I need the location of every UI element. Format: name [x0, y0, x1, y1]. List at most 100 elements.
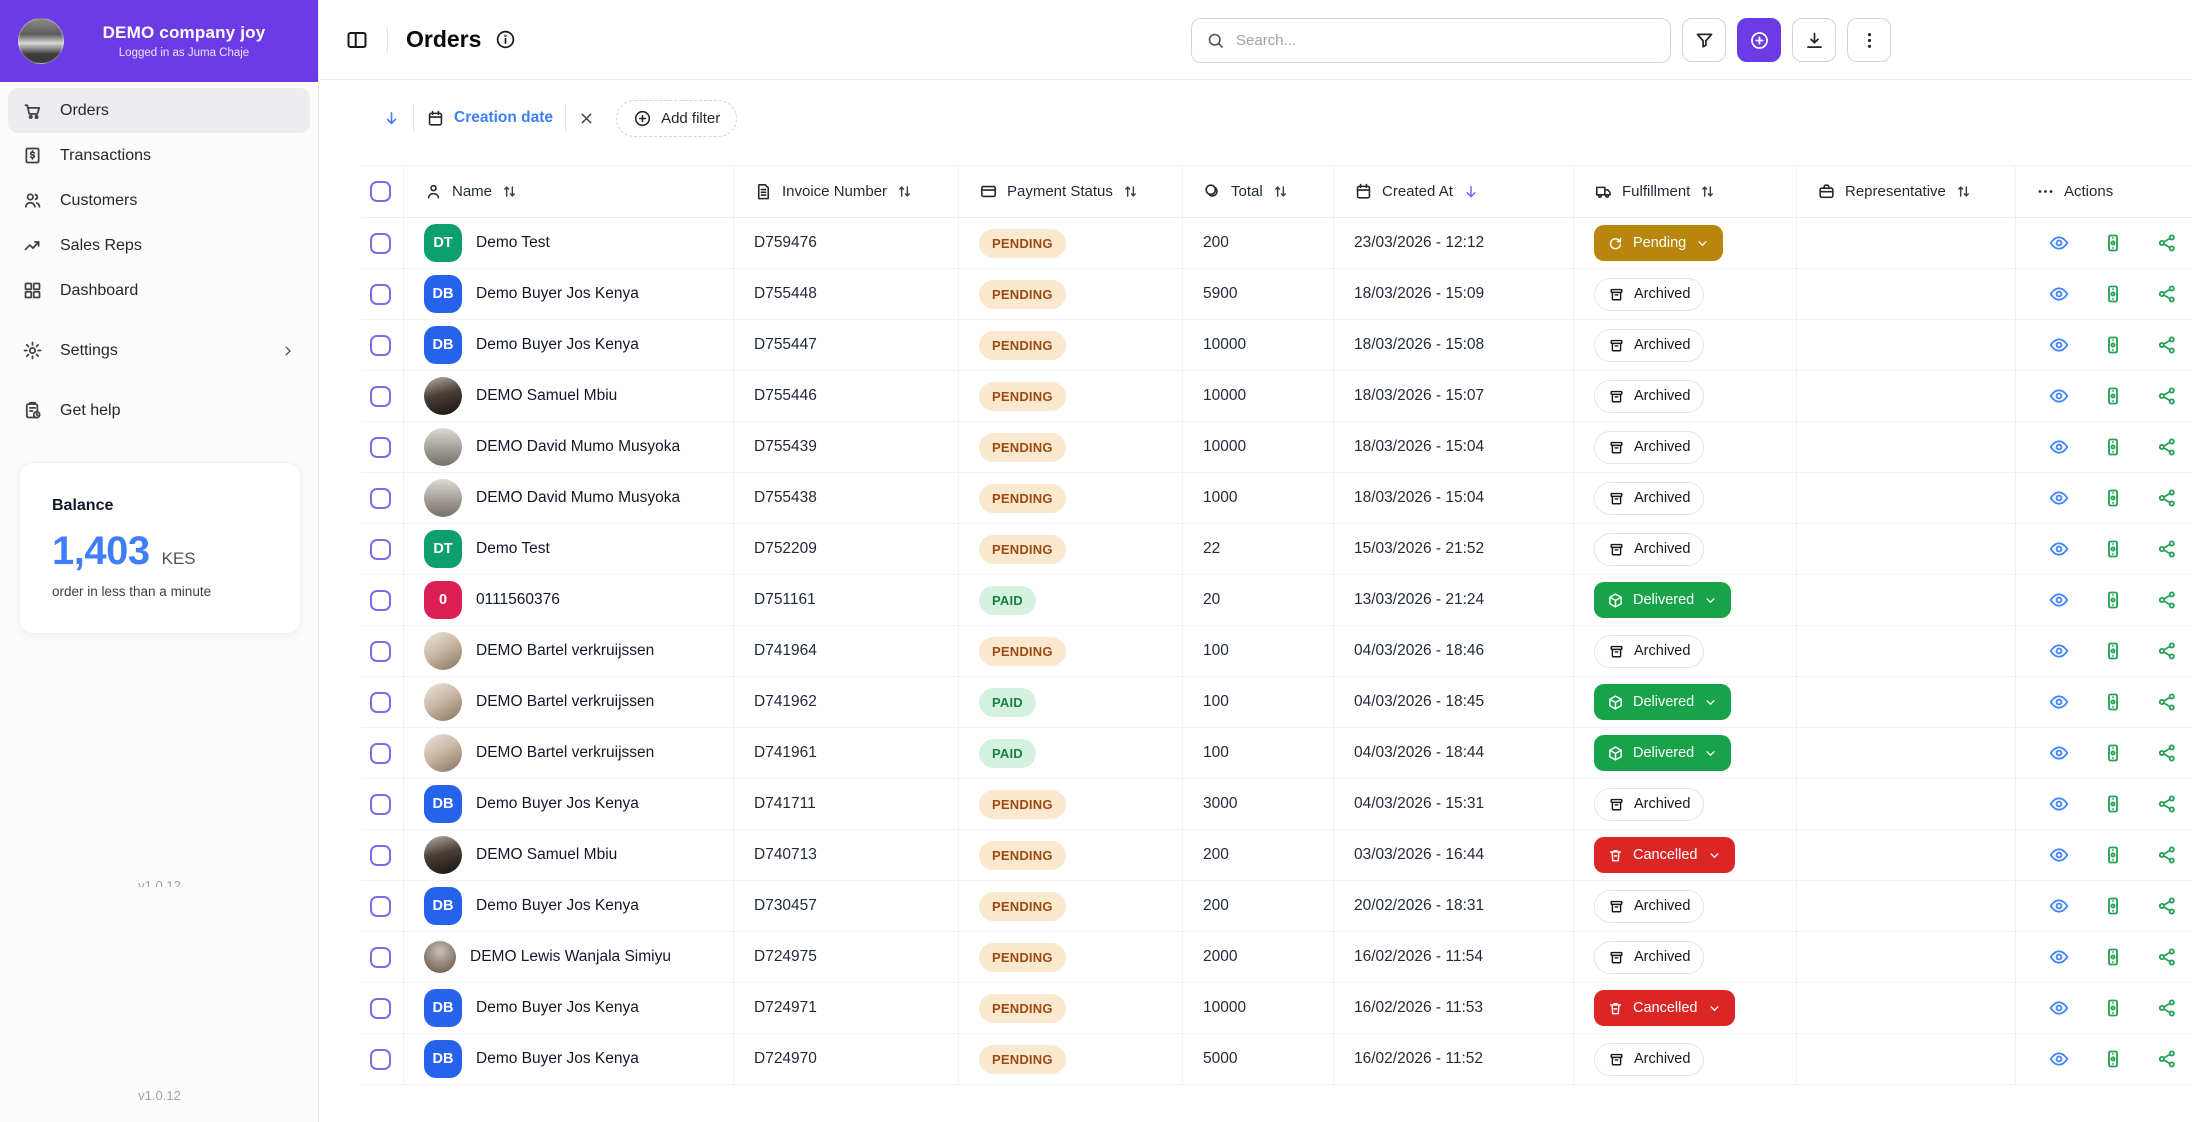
more-options-button[interactable] [1847, 18, 1891, 62]
table-row[interactable]: DEMO Lewis Wanjala Simiyu D724975 PENDIN… [361, 932, 2192, 983]
sort-icon[interactable] [501, 183, 518, 200]
fulfillment-badge-cancelled[interactable]: Cancelled [1594, 837, 1735, 873]
share-button[interactable] [2156, 538, 2178, 560]
column-header-name[interactable]: Name [404, 166, 734, 217]
invoice-button[interactable] [2102, 946, 2124, 968]
table-row[interactable]: DEMO Bartel verkruijssen D741961 PAID 10… [361, 728, 2192, 779]
share-button[interactable] [2156, 487, 2178, 509]
column-header-fulfillment[interactable]: Fulfillment [1574, 166, 1797, 217]
share-button[interactable] [2156, 589, 2178, 611]
row-checkbox[interactable] [370, 488, 391, 509]
row-checkbox[interactable] [370, 539, 391, 560]
share-button[interactable] [2156, 232, 2178, 254]
table-row[interactable]: DBDemo Buyer Jos Kenya D724971 PENDING 1… [361, 983, 2192, 1034]
row-checkbox[interactable] [370, 794, 391, 815]
share-button[interactable] [2156, 283, 2178, 305]
invoice-button[interactable] [2102, 589, 2124, 611]
row-checkbox[interactable] [370, 386, 391, 407]
row-checkbox[interactable] [370, 998, 391, 1019]
invoice-button[interactable] [2102, 793, 2124, 815]
add-filter-button[interactable]: Add filter [616, 100, 737, 137]
invoice-button[interactable] [2102, 283, 2124, 305]
row-checkbox[interactable] [370, 233, 391, 254]
invoice-button[interactable] [2102, 1048, 2124, 1070]
view-order-button[interactable] [2048, 844, 2070, 866]
view-order-button[interactable] [2048, 742, 2070, 764]
fulfillment-badge-delivered[interactable]: Delivered [1594, 735, 1731, 771]
row-checkbox[interactable] [370, 590, 391, 611]
share-button[interactable] [2156, 334, 2178, 356]
view-order-button[interactable] [2048, 793, 2070, 815]
view-order-button[interactable] [2048, 232, 2070, 254]
sidebar-item-dashboard[interactable]: Dashboard [8, 268, 310, 313]
sidebar-item-settings[interactable]: Settings [8, 328, 310, 373]
sort-icon[interactable] [1122, 183, 1139, 200]
row-checkbox[interactable] [370, 284, 391, 305]
table-row[interactable]: DBDemo Buyer Jos Kenya D741711 PENDING 3… [361, 779, 2192, 830]
sort-direction-icon[interactable] [382, 109, 401, 128]
invoice-button[interactable] [2102, 844, 2124, 866]
table-row[interactable]: DBDemo Buyer Jos Kenya D730457 PENDING 2… [361, 881, 2192, 932]
sort-desc-icon[interactable] [1462, 183, 1480, 201]
view-order-button[interactable] [2048, 538, 2070, 560]
sidebar-item-customers[interactable]: Customers [8, 178, 310, 223]
share-button[interactable] [2156, 946, 2178, 968]
invoice-button[interactable] [2102, 997, 2124, 1019]
table-row[interactable]: DTDemo Test D752209 PENDING 22 15/03/202… [361, 524, 2192, 575]
search-input[interactable] [1236, 32, 1656, 49]
sidebar-item-orders[interactable]: Orders [8, 88, 310, 133]
table-row[interactable]: DEMO Samuel Mbiu D740713 PENDING 200 03/… [361, 830, 2192, 881]
invoice-button[interactable] [2102, 538, 2124, 560]
view-order-button[interactable] [2048, 385, 2070, 407]
info-icon[interactable] [495, 29, 516, 50]
sidebar-toggle-icon[interactable] [345, 28, 369, 52]
row-checkbox[interactable] [370, 743, 391, 764]
table-row[interactable]: DEMO David Mumo Musyoka D755438 PENDING … [361, 473, 2192, 524]
sidebar-item-get-help[interactable]: Get help [8, 388, 310, 433]
view-order-button[interactable] [2048, 895, 2070, 917]
share-button[interactable] [2156, 436, 2178, 458]
table-row[interactable]: DBDemo Buyer Jos Kenya D755448 PENDING 5… [361, 269, 2192, 320]
table-row[interactable]: DBDemo Buyer Jos Kenya D724970 PENDING 5… [361, 1034, 2192, 1085]
fulfillment-badge-delivered[interactable]: Delivered [1594, 582, 1731, 618]
table-row[interactable]: DEMO Bartel verkruijssen D741962 PAID 10… [361, 677, 2192, 728]
table-row[interactable]: DBDemo Buyer Jos Kenya D755447 PENDING 1… [361, 320, 2192, 371]
remove-sort-icon[interactable] [578, 110, 595, 127]
row-checkbox[interactable] [370, 947, 391, 968]
invoice-button[interactable] [2102, 742, 2124, 764]
select-all-checkbox[interactable] [370, 181, 391, 202]
add-order-button[interactable] [1737, 18, 1781, 62]
share-button[interactable] [2156, 895, 2178, 917]
share-button[interactable] [2156, 793, 2178, 815]
fulfillment-badge-cancelled[interactable]: Cancelled [1594, 990, 1735, 1026]
share-button[interactable] [2156, 844, 2178, 866]
table-row[interactable]: DTDemo Test D759476 PENDING 200 23/03/20… [361, 218, 2192, 269]
sort-icon[interactable] [896, 183, 913, 200]
sort-icon[interactable] [1272, 183, 1289, 200]
invoice-button[interactable] [2102, 691, 2124, 713]
view-order-button[interactable] [2048, 997, 2070, 1019]
invoice-button[interactable] [2102, 334, 2124, 356]
invoice-button[interactable] [2102, 487, 2124, 509]
sort-icon[interactable] [1955, 183, 1972, 200]
sort-field-chip[interactable]: Creation date [454, 109, 553, 127]
share-button[interactable] [2156, 742, 2178, 764]
row-checkbox[interactable] [370, 896, 391, 917]
row-checkbox[interactable] [370, 1049, 391, 1070]
view-order-button[interactable] [2048, 691, 2070, 713]
invoice-button[interactable] [2102, 895, 2124, 917]
table-row[interactable]: DEMO Bartel verkruijssen D741964 PENDING… [361, 626, 2192, 677]
column-header-total[interactable]: Total [1183, 166, 1334, 217]
sidebar-item-sales-reps[interactable]: Sales Reps [8, 223, 310, 268]
view-order-button[interactable] [2048, 487, 2070, 509]
view-order-button[interactable] [2048, 946, 2070, 968]
table-row[interactable]: DEMO David Mumo Musyoka D755439 PENDING … [361, 422, 2192, 473]
row-checkbox[interactable] [370, 845, 391, 866]
export-button[interactable] [1792, 18, 1836, 62]
sidebar-item-transactions[interactable]: Transactions [8, 133, 310, 178]
filter-button[interactable] [1682, 18, 1726, 62]
fulfillment-badge-pending[interactable]: Pending [1594, 225, 1723, 261]
invoice-button[interactable] [2102, 640, 2124, 662]
share-button[interactable] [2156, 1048, 2178, 1070]
fulfillment-badge-delivered[interactable]: Delivered [1594, 684, 1731, 720]
